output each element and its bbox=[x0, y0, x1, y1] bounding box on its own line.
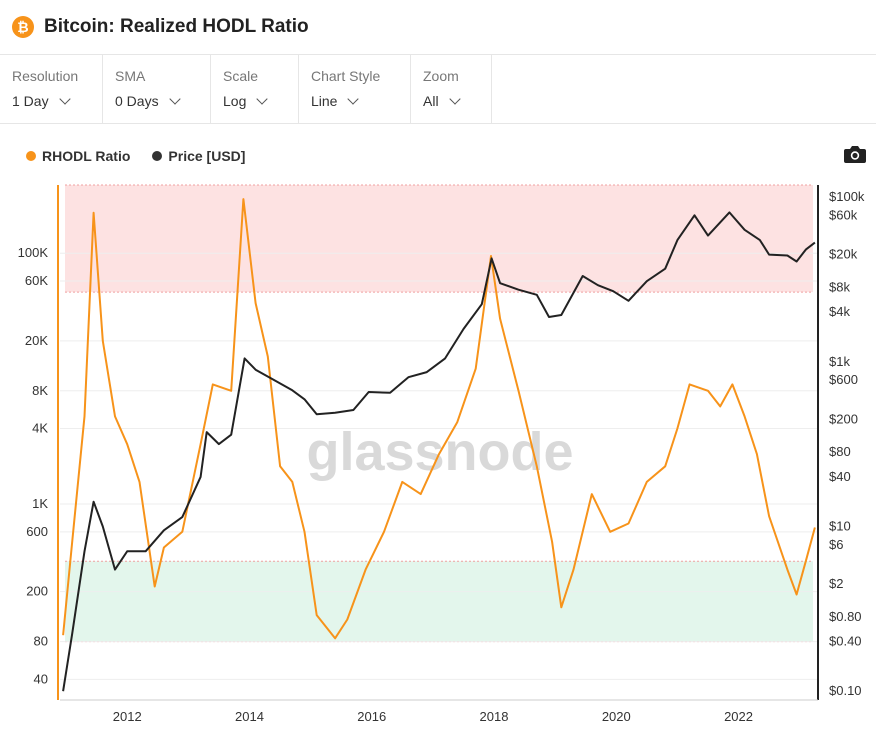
price-line bbox=[62, 211, 816, 692]
sma-dropdown[interactable]: SMA 0 Days bbox=[103, 55, 211, 123]
y-left-tick-label: 60K bbox=[25, 273, 48, 288]
y-right-tick-label: $60k bbox=[829, 207, 858, 222]
y-right-tick-label: $100k bbox=[829, 189, 865, 204]
rhodl-ratio-line bbox=[62, 198, 816, 640]
chevron-down-icon bbox=[256, 93, 269, 105]
legend-label: RHODL Ratio bbox=[42, 148, 131, 164]
x-tick-label: 2014 bbox=[235, 709, 264, 724]
chevron-down-icon bbox=[168, 93, 181, 105]
resolution-label: Resolution bbox=[12, 68, 79, 84]
camera-icon[interactable] bbox=[843, 144, 867, 164]
scale-label: Scale bbox=[223, 68, 259, 84]
top-band bbox=[65, 185, 813, 293]
zoom-value: All bbox=[423, 93, 439, 109]
grid-lines bbox=[60, 252, 818, 680]
chart-legend: RHODL Ratio Price [USD] bbox=[26, 148, 267, 164]
y-left-tick-label: 100K bbox=[18, 245, 49, 260]
x-tick-label: 2018 bbox=[480, 709, 509, 724]
page-title: Bitcoin: Realized HODL Ratio bbox=[44, 16, 309, 37]
legend-item-rhodl[interactable]: RHODL Ratio bbox=[26, 148, 130, 164]
chevron-down-icon bbox=[448, 93, 461, 105]
x-tick-label: 2022 bbox=[724, 709, 753, 724]
y-right-tick-label: $8k bbox=[829, 279, 850, 294]
y-right-tick-label: $10 bbox=[829, 518, 851, 533]
y-right-tick-label: $0.40 bbox=[829, 634, 862, 649]
y-left-tick-label: 200 bbox=[26, 584, 48, 599]
y-left-tick-label: 4K bbox=[32, 421, 48, 436]
legend-item-price[interactable]: Price [USD] bbox=[152, 148, 245, 164]
chart-style-label: Chart Style bbox=[311, 68, 381, 84]
sma-label: SMA bbox=[115, 68, 146, 84]
y-right-tick-label: $200 bbox=[829, 411, 858, 426]
x-axis-labels: 2012 2014 2016 2018 2020 2022 bbox=[113, 709, 753, 724]
legend-swatch bbox=[26, 151, 36, 161]
x-tick-label: 2016 bbox=[357, 709, 386, 724]
y-right-tick-label: $2 bbox=[829, 576, 843, 591]
y-right-tick-label: $1k bbox=[829, 354, 850, 369]
y-left-tick-label: 80 bbox=[34, 634, 48, 649]
y-right-tick-label: $20k bbox=[829, 247, 858, 262]
zoom-label: Zoom bbox=[423, 68, 459, 84]
y-right-tick-label: $0.10 bbox=[829, 683, 862, 698]
chart-style-value: Line bbox=[311, 93, 338, 109]
chevron-down-icon bbox=[58, 93, 71, 105]
y-right-tick-label: $4k bbox=[829, 304, 850, 319]
resolution-dropdown[interactable]: Resolution 1 Day bbox=[0, 55, 103, 123]
x-tick-label: 2020 bbox=[602, 709, 631, 724]
series-lines bbox=[62, 198, 816, 692]
y-right-tick-label: $80 bbox=[829, 444, 851, 459]
y-right-tick-label: $0.80 bbox=[829, 609, 862, 624]
y-left-tick-label: 20K bbox=[25, 333, 48, 348]
scale-dropdown[interactable]: Scale Log bbox=[211, 55, 299, 123]
resolution-value: 1 Day bbox=[12, 93, 49, 109]
y-right-tick-label: $40 bbox=[829, 469, 851, 484]
axes bbox=[57, 185, 819, 701]
legend-label: Price [USD] bbox=[168, 148, 246, 164]
y-right-tick-label: $600 bbox=[829, 372, 858, 387]
title-bar: ₿ Bitcoin: Realized HODL Ratio bbox=[0, 0, 876, 55]
y-left-tick-label: 40 bbox=[34, 671, 48, 686]
y-axis-labels: 100K 60K 20K 8K 4K 1K 600 200 80 40 $100k $60k $20k $… bbox=[18, 189, 865, 698]
zoom-dropdown[interactable]: Zoom All bbox=[411, 55, 492, 123]
y-left-tick-label: 1K bbox=[32, 496, 48, 511]
chart-controls: Resolution 1 Day SMA 0 Days Scale Log Ch… bbox=[0, 55, 876, 124]
y-right-tick-label: $6 bbox=[829, 537, 843, 552]
x-tick-label: 2012 bbox=[113, 709, 142, 724]
bottom-band bbox=[65, 561, 813, 642]
bitcoin-logo-icon: ₿ bbox=[12, 16, 34, 38]
threshold-bands bbox=[65, 184, 813, 643]
chevron-down-icon bbox=[347, 93, 360, 105]
chart-style-dropdown[interactable]: Chart Style Line bbox=[299, 55, 411, 123]
sma-value: 0 Days bbox=[115, 93, 159, 109]
y-left-tick-label: 600 bbox=[26, 524, 48, 539]
scale-value: Log bbox=[223, 93, 247, 109]
y-left-tick-label: 8K bbox=[32, 383, 48, 398]
chart-area: glassnode 100K60K20K8K4K1K6002008040$100… bbox=[18, 184, 865, 724]
legend-swatch bbox=[152, 151, 163, 161]
